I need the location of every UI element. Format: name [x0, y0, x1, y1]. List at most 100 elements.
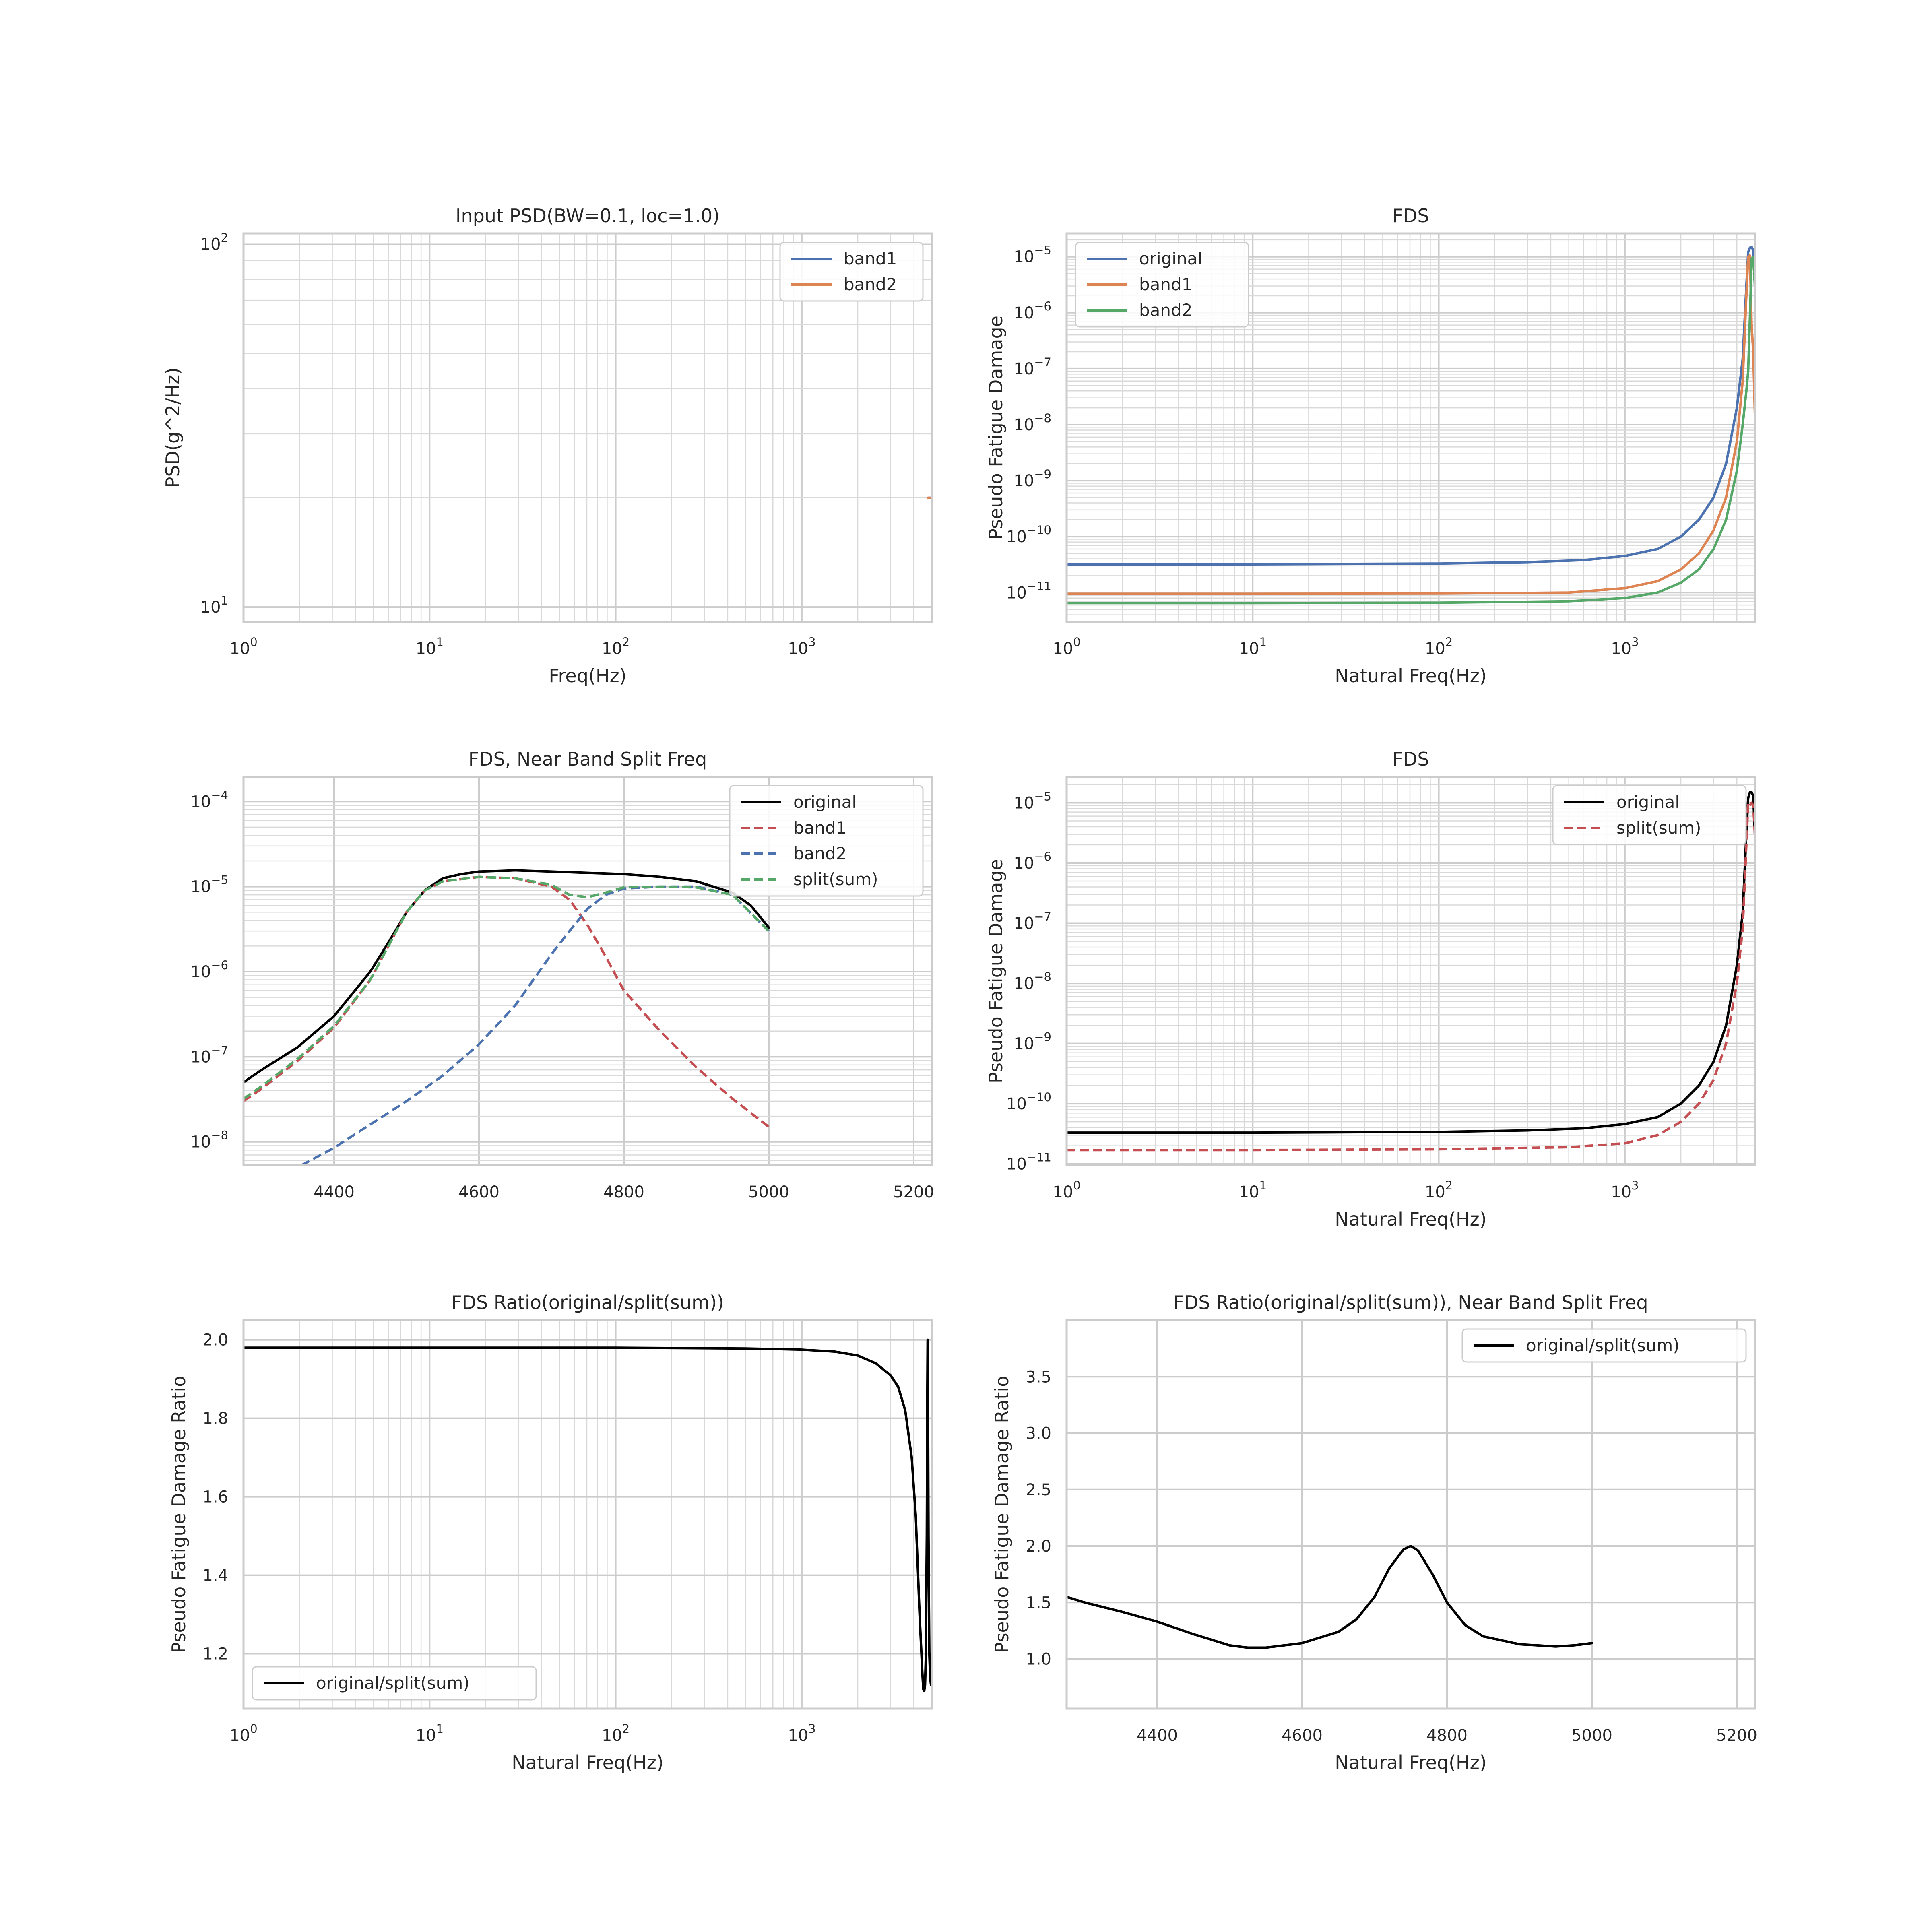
legend-label-original-split-sum: original/split(sum)	[316, 1673, 470, 1693]
x-tick-label: 101	[1239, 635, 1267, 658]
y-tick-label: 102	[200, 231, 228, 254]
y-tick-label: 101	[200, 594, 228, 617]
legend-box	[729, 785, 924, 897]
axes-frame	[1065, 1319, 1756, 1710]
x-tick-label: 102	[1425, 635, 1453, 658]
x-tick-label: 4800	[603, 1183, 644, 1201]
y-tick-label: 3.0	[1026, 1424, 1051, 1443]
chart-title: FDS Ratio(original/split(sum)), Near Ban…	[1173, 1292, 1648, 1313]
axes-frame	[242, 1319, 933, 1710]
legend-label-band1: band1	[793, 818, 846, 838]
grid	[244, 777, 932, 1165]
y-tick-label: 2.0	[1026, 1537, 1051, 1556]
series-group	[1067, 246, 1755, 605]
y-tick-label: 10−8	[1013, 970, 1051, 993]
series-line-band2	[1067, 255, 1755, 605]
x-tick-label: 102	[602, 1722, 630, 1745]
legend: original band1 band2 split(sum)	[729, 785, 924, 897]
series-line-original-split-sum	[1067, 1545, 1593, 1649]
legend: original band1 band2	[1075, 242, 1249, 328]
legend-label-original: original	[793, 792, 857, 812]
y-tick-label: 1.4	[202, 1567, 228, 1585]
x-tick-label: 5000	[1571, 1726, 1612, 1745]
series-group	[1067, 791, 1755, 1152]
y-tick-label: 10−6	[1013, 850, 1051, 873]
axes-frame	[1065, 232, 1756, 623]
x-tick-label: 100	[229, 1722, 257, 1745]
y-axis-label: PSD(g^2/Hz)	[162, 367, 184, 488]
legend-label-original: original	[1616, 792, 1680, 812]
x-tick-label: 4800	[1426, 1726, 1468, 1745]
legend-label-original-split-sum: original/split(sum)	[1526, 1335, 1680, 1355]
x-axis-label: Natural Freq(Hz)	[1335, 665, 1486, 687]
x-tick-label: 101	[1239, 1179, 1267, 1201]
legend-box	[779, 242, 924, 302]
chart-title: FDS, Near Band Split Freq	[469, 748, 707, 770]
y-tick-label: 10−5	[1013, 790, 1051, 813]
x-tick-label: 103	[788, 1722, 815, 1745]
y-axis-label: Pseudo Fatigue Damage	[985, 316, 1007, 540]
x-axis-label: Natural Freq(Hz)	[512, 1752, 663, 1773]
plot-area	[1067, 1320, 1755, 1709]
axes-frame	[242, 232, 933, 623]
series-line-original	[1067, 246, 1755, 566]
legend-label-band2: band2	[1139, 300, 1192, 320]
x-tick-label: 100	[1053, 1179, 1080, 1201]
y-tick-label: 10−8	[1013, 411, 1051, 434]
chart-ratio_zoom: 4400 4600 4800 5000 5200 1.0 1.5 2.0 2.5 3.0 3.5 FD…	[991, 1292, 1757, 1773]
legend-box	[252, 1666, 537, 1701]
x-tick-label: 101	[416, 1722, 444, 1745]
y-tick-label: 1.5	[1026, 1593, 1051, 1612]
y-tick-label: 10−7	[190, 1043, 228, 1066]
x-tick-label: 103	[1611, 1179, 1639, 1201]
y-tick-label: 1.2	[202, 1645, 228, 1664]
x-tick-label: 5000	[748, 1183, 789, 1201]
y-tick-label: 1.6	[202, 1488, 228, 1507]
y-tick-label: 10−5	[190, 873, 228, 896]
legend-box	[1461, 1328, 1747, 1363]
legend: original/split(sum)	[252, 1666, 537, 1701]
series-line-original-split-sum	[244, 1338, 932, 1693]
y-tick-label: 2.0	[202, 1331, 228, 1350]
x-tick-label: 101	[416, 635, 444, 658]
x-axis-label: Freq(Hz)	[549, 665, 626, 687]
chart-title: Input PSD(BW=0.1, loc=1.0)	[456, 205, 720, 227]
chart-title: FDS	[1392, 748, 1429, 770]
legend-label-band2: band2	[793, 844, 846, 863]
chart-title: FDS Ratio(original/split(sum))	[451, 1292, 724, 1313]
x-tick-label: 4400	[314, 1183, 355, 1201]
x-tick-label: 5200	[893, 1183, 934, 1201]
x-tick-label: 5200	[1716, 1726, 1757, 1745]
legend-label-band1: band1	[1139, 275, 1192, 294]
y-tick-label: 10−10	[1006, 523, 1051, 546]
series-group	[244, 869, 770, 1165]
x-tick-label: 100	[229, 635, 257, 658]
series-group	[1067, 1545, 1593, 1649]
y-tick-label: 10−9	[1013, 467, 1051, 490]
x-axis-label: Natural Freq(Hz)	[1335, 1208, 1486, 1230]
y-axis-label: Pseudo Fatigue Damage Ratio	[168, 1376, 190, 1653]
y-tick-label: 3.5	[1026, 1368, 1051, 1386]
y-tick-label: 10−4	[190, 788, 228, 811]
series-line-band2	[301, 885, 770, 1165]
y-tick-label: 1.8	[202, 1410, 228, 1428]
x-tick-label: 4400	[1137, 1726, 1178, 1745]
legend-label-band2: band2	[844, 275, 897, 294]
chart-title: FDS	[1392, 205, 1429, 227]
series-line-split-sum	[244, 875, 770, 1100]
legend: band1 band2	[779, 242, 924, 302]
plot-area	[244, 1320, 932, 1709]
x-tick-label: 102	[1425, 1179, 1453, 1201]
series-line-original	[1067, 791, 1755, 1134]
legend-label-original: original	[1139, 249, 1202, 268]
series-group	[244, 1338, 932, 1693]
y-tick-label: 10−11	[1006, 1151, 1051, 1174]
y-tick-label: 1.0	[1026, 1650, 1051, 1669]
legend-label-band1: band1	[844, 249, 897, 268]
chart-fds_zoom: 4400 4600 4800 5000 5200 10−4 10−5 10−6 10−7 10−8…	[190, 748, 934, 1201]
x-tick-label: 4600	[1282, 1726, 1323, 1745]
y-tick-label: 10−7	[1013, 910, 1051, 933]
x-tick-label: 100	[1053, 635, 1080, 658]
y-tick-label: 10−6	[1013, 299, 1051, 322]
